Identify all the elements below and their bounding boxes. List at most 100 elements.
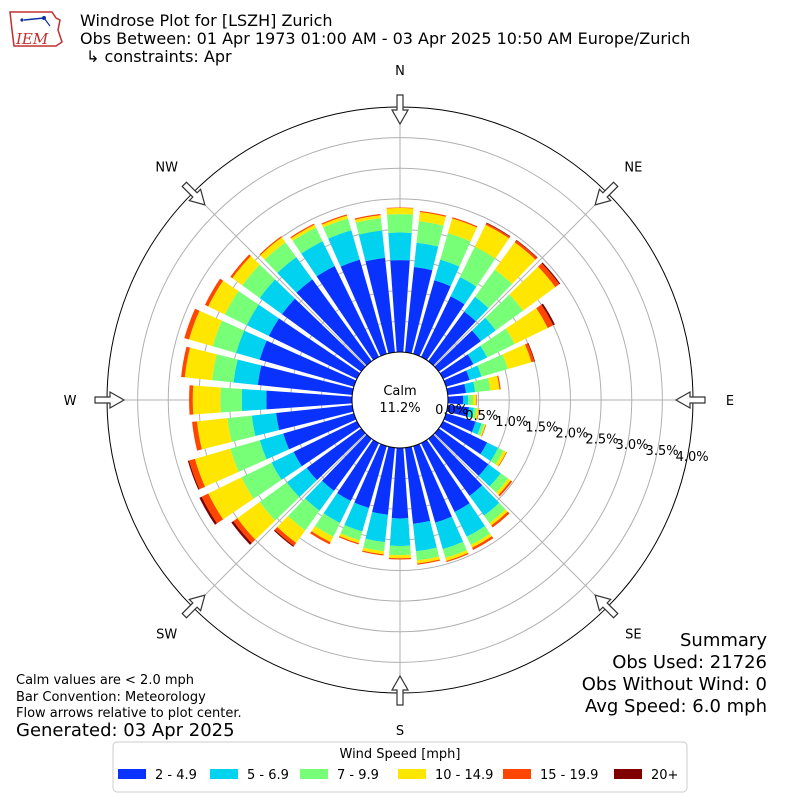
wind-bar-segment — [486, 222, 511, 237]
wind-bar-segment — [489, 509, 508, 526]
wind-bar-segment — [386, 208, 414, 215]
summary-obs-without-wind: Obs Without Wind: 0 — [582, 674, 767, 695]
wind-bar-segment — [358, 230, 386, 262]
wind-bar-segment — [467, 345, 488, 365]
calm-circle-group: Calm 11.2% — [351, 351, 449, 449]
wind-bar-segment — [199, 496, 218, 525]
wind-bar-segment — [314, 513, 341, 537]
wind-bar-segment — [184, 308, 200, 340]
wind-bar-segment — [286, 467, 318, 498]
wind-bar-segment — [442, 541, 467, 559]
legend-items: 2 - 4.9 5 - 6.9 7 - 9.9 10 - 14.9 15 - 19.9 2… — [118, 768, 678, 783]
wind-bar-segment — [242, 264, 276, 298]
wind-bar-segment — [477, 354, 508, 377]
wind-bar-segment — [387, 214, 413, 233]
wind-bar-segment — [233, 518, 256, 544]
wind-bar-segment — [459, 246, 496, 287]
wind-bar-segment — [416, 556, 440, 564]
wind-bar-segment — [281, 298, 366, 372]
r-tick-label: 1.0% — [495, 415, 528, 430]
flow-arrow — [390, 94, 410, 126]
r-tick-label: 3.5% — [646, 444, 679, 459]
wind-bar-segment — [421, 439, 470, 512]
wind-bar-segment — [260, 237, 286, 260]
grid-spoke — [192, 192, 367, 367]
wind-bar-segment — [362, 547, 385, 555]
legend-box — [112, 741, 688, 793]
wind-bar-segment — [292, 227, 323, 254]
wind-bar-segment — [446, 405, 470, 417]
wind-bar-segment — [481, 424, 487, 437]
wind-bar-segment — [266, 390, 353, 410]
flow-arrow — [594, 181, 619, 206]
wind-bar-segment — [181, 346, 190, 378]
wind-bar-segment — [189, 310, 222, 347]
wind-bar-segment — [189, 458, 206, 490]
wind-bar-segment — [516, 239, 538, 258]
wind-bar-segment — [224, 290, 259, 326]
bar-convention-note: Bar Convention: Meteorology — [16, 690, 206, 705]
summary-avg-speed: Avg Speed: 6.0 mph — [585, 696, 767, 717]
wind-bar-segment — [363, 538, 386, 552]
wind-bar-segment — [271, 451, 302, 480]
flow-arrow — [594, 594, 619, 619]
wind-bar-segment — [311, 526, 334, 543]
grid-spoke — [433, 192, 608, 367]
wind-bar-segment — [241, 462, 282, 499]
wind-bar-segment — [447, 218, 477, 242]
wind-bar-segment — [541, 303, 555, 326]
wind-bar-segment — [355, 218, 383, 235]
wind-bar-segment — [231, 521, 252, 545]
wind-bar-segment — [323, 493, 351, 523]
calm-note: Calm values are < 2.0 mph — [16, 673, 194, 688]
wind-bar-segment — [454, 503, 486, 537]
wind-bar-segment — [236, 330, 267, 360]
wind-bar-segment — [466, 365, 482, 381]
compass-labels: N NE E SE S SW W NW — [64, 64, 735, 739]
wind-bar-segment — [354, 443, 387, 508]
wind-bar-segment — [259, 340, 357, 387]
wind-bar-segment — [527, 342, 536, 362]
wind-bar-segment — [413, 280, 451, 357]
wind-bar-segment — [321, 215, 348, 228]
wind-bar-segment — [187, 460, 200, 490]
wind-bar-segment — [490, 447, 504, 465]
wind-bar-segment — [497, 375, 501, 390]
wind-bar-segment — [184, 347, 217, 381]
wind-bar-segment — [372, 446, 395, 515]
wind-bar-segment — [365, 257, 395, 354]
wind-bar-segment — [204, 278, 224, 307]
flow-arrow — [390, 674, 410, 706]
wind-bar-segment — [488, 375, 500, 391]
legend-swatch — [614, 769, 642, 779]
legend-label: 5 - 6.9 — [247, 768, 289, 783]
wind-bar-segment — [310, 531, 331, 545]
wind-bar-segment — [485, 223, 511, 239]
wind-bar-segment — [208, 280, 239, 315]
wind-bar-segment — [464, 381, 476, 394]
wind-bar-segment — [445, 550, 469, 561]
wind-bar-segment — [237, 502, 276, 540]
wind-bar-segment — [192, 421, 202, 451]
wind-bar-segment — [538, 263, 560, 288]
wind-bar-segment — [443, 370, 470, 387]
legend-label: 10 - 14.9 — [435, 768, 493, 783]
wind-bar-segment — [287, 498, 320, 531]
wind-bar-segment — [390, 260, 410, 353]
wind-bar-segment — [439, 354, 474, 379]
wind-bar-segment — [477, 423, 485, 436]
compass-label: W — [64, 394, 77, 409]
wind-bar-segment — [470, 533, 492, 548]
wind-bar-segment — [277, 257, 313, 293]
wind-bar-segment — [452, 217, 478, 228]
wind-bar-segment — [417, 559, 441, 565]
wind-bar-segment — [478, 464, 501, 487]
wind-bar-segment — [290, 223, 315, 239]
wind-bar-segment — [201, 493, 224, 524]
r-tick-label: 2.0% — [555, 427, 588, 442]
wind-bar-segment — [212, 320, 245, 354]
r-tick-label: 0.5% — [465, 409, 498, 424]
wind-bar-segment — [419, 210, 446, 217]
compass-label: SE — [625, 627, 641, 642]
wind-bar-segment — [496, 478, 511, 496]
